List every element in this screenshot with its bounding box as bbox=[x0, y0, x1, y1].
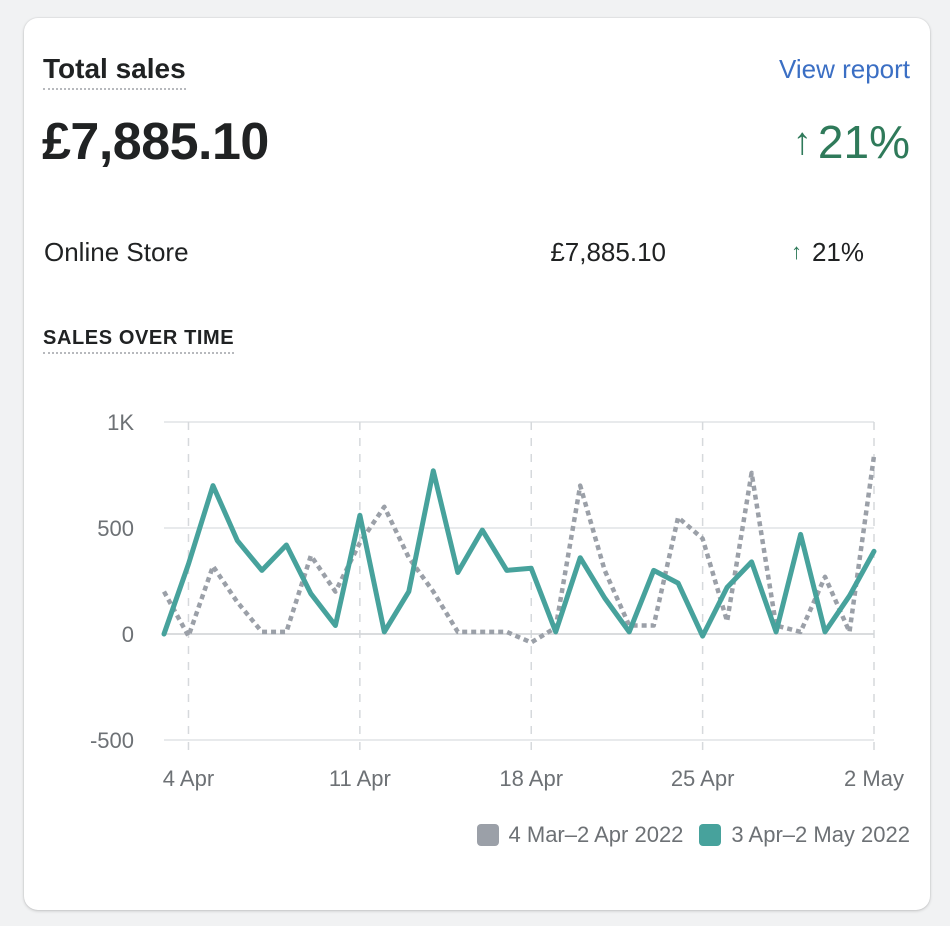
channel-label: Online Store bbox=[44, 237, 189, 267]
y-tick-label: 1K bbox=[107, 410, 134, 435]
data-point-current[interactable] bbox=[770, 626, 782, 638]
data-point-current[interactable] bbox=[525, 562, 537, 574]
data-point-current[interactable] bbox=[819, 626, 831, 638]
total-sales-card: 1K 500 0 -500 4 Apr 11 Apr 18 Apr 25 Apr 2 May bbox=[24, 18, 930, 910]
x-tick-label: 18 Apr bbox=[499, 766, 563, 791]
data-point-previous[interactable] bbox=[868, 450, 880, 462]
data-point-current[interactable] bbox=[501, 564, 513, 576]
data-point-previous[interactable] bbox=[378, 501, 390, 513]
data-point-previous[interactable] bbox=[158, 586, 170, 598]
series-line-current bbox=[161, 468, 877, 639]
legend-label-current: 3 Apr–2 May 2022 bbox=[731, 822, 910, 847]
data-point-previous[interactable] bbox=[819, 571, 831, 583]
data-point-current[interactable] bbox=[550, 626, 562, 638]
data-point-previous[interactable] bbox=[452, 626, 464, 638]
series-line-previous bbox=[162, 455, 877, 645]
data-point-current[interactable] bbox=[697, 630, 709, 642]
data-point-previous[interactable] bbox=[305, 550, 317, 562]
data-point-current[interactable] bbox=[672, 577, 684, 589]
channel-change: ↑ 21% bbox=[791, 236, 864, 268]
data-point-current[interactable] bbox=[280, 539, 292, 551]
data-point-current[interactable] bbox=[844, 590, 856, 602]
data-point-current[interactable] bbox=[648, 564, 660, 576]
data-point-current[interactable] bbox=[452, 567, 464, 579]
data-point-current[interactable] bbox=[231, 535, 243, 547]
legend-swatch-current bbox=[699, 824, 722, 846]
data-point-current[interactable] bbox=[599, 592, 611, 604]
view-report-link[interactable]: View report bbox=[778, 54, 910, 84]
total-change-value: 21% bbox=[817, 116, 910, 168]
card-title[interactable]: Total sales bbox=[43, 52, 186, 90]
x-tick-label: 2 May bbox=[844, 766, 904, 791]
y-tick-label: 0 bbox=[122, 622, 134, 647]
data-point-current[interactable] bbox=[403, 586, 415, 598]
data-point-previous[interactable] bbox=[795, 626, 807, 638]
x-tick-label: 11 Apr bbox=[329, 766, 391, 791]
y-tick-label: 500 bbox=[97, 516, 134, 541]
x-tick-label: 25 Apr bbox=[671, 766, 735, 791]
data-point-previous[interactable] bbox=[476, 626, 488, 638]
arrow-up-icon: ↑ bbox=[790, 239, 802, 264]
data-point-current[interactable] bbox=[574, 552, 586, 564]
data-point-previous[interactable] bbox=[427, 586, 439, 598]
legend-item-current[interactable]: 3 Apr–2 May 2022 bbox=[699, 822, 910, 848]
data-point-current[interactable] bbox=[182, 558, 194, 570]
data-point-current[interactable] bbox=[207, 480, 219, 492]
section-title[interactable]: SALES OVER TIME bbox=[43, 326, 235, 354]
x-tick-label: 4 Apr bbox=[163, 766, 214, 791]
data-point-current[interactable] bbox=[746, 556, 758, 568]
legend-item-previous[interactable]: 4 Mar–2 Apr 2022 bbox=[476, 822, 684, 848]
channel-amount: £7,885.10 bbox=[550, 237, 666, 267]
data-point-current[interactable] bbox=[476, 524, 488, 536]
data-point-current[interactable] bbox=[868, 545, 880, 557]
data-point-previous[interactable] bbox=[672, 511, 684, 523]
arrow-up-icon: ↑ bbox=[792, 121, 812, 163]
data-point-previous[interactable] bbox=[256, 626, 268, 638]
data-point-current[interactable] bbox=[354, 509, 366, 521]
chart-legend: 4 Mar–2 Apr 2022 3 Apr–2 May 2022 bbox=[476, 822, 910, 848]
data-point-previous[interactable] bbox=[746, 467, 758, 479]
data-point-previous[interactable] bbox=[574, 480, 586, 492]
data-point-previous[interactable] bbox=[501, 626, 513, 638]
data-point-current[interactable] bbox=[329, 620, 341, 632]
channel-row-online-store: Online Store £7,885.10 ↑ 21% bbox=[44, 236, 864, 268]
legend-swatch-previous bbox=[476, 824, 499, 846]
data-point-current[interactable] bbox=[427, 465, 439, 477]
data-point-current[interactable] bbox=[305, 588, 317, 600]
data-point-current[interactable] bbox=[721, 581, 733, 593]
data-point-previous[interactable] bbox=[231, 596, 243, 608]
data-point-previous[interactable] bbox=[207, 560, 219, 572]
data-point-current[interactable] bbox=[158, 628, 170, 640]
data-point-current[interactable] bbox=[795, 528, 807, 540]
data-point-current[interactable] bbox=[623, 626, 635, 638]
legend-label-previous: 4 Mar–2 Apr 2022 bbox=[508, 822, 684, 847]
data-point-previous[interactable] bbox=[599, 564, 611, 576]
data-point-previous[interactable] bbox=[525, 636, 537, 648]
data-point-previous[interactable] bbox=[697, 533, 709, 545]
data-point-previous[interactable] bbox=[844, 626, 856, 638]
sales-over-time-chart: 1K 500 0 -500 4 Apr 11 Apr 18 Apr 25 Apr 2 May bbox=[90, 410, 904, 791]
data-point-previous[interactable] bbox=[721, 615, 733, 627]
data-point-current[interactable] bbox=[256, 564, 268, 576]
data-point-current[interactable] bbox=[378, 626, 390, 638]
data-point-previous[interactable] bbox=[182, 630, 194, 642]
y-tick-label: -500 bbox=[90, 728, 134, 753]
total-sales-change: ↑ 21% bbox=[793, 114, 910, 170]
total-sales-amount: £7,885.10 bbox=[42, 113, 269, 171]
channel-change-value: 21% bbox=[811, 237, 864, 267]
data-point-previous[interactable] bbox=[280, 626, 292, 638]
data-point-previous[interactable] bbox=[648, 620, 660, 632]
